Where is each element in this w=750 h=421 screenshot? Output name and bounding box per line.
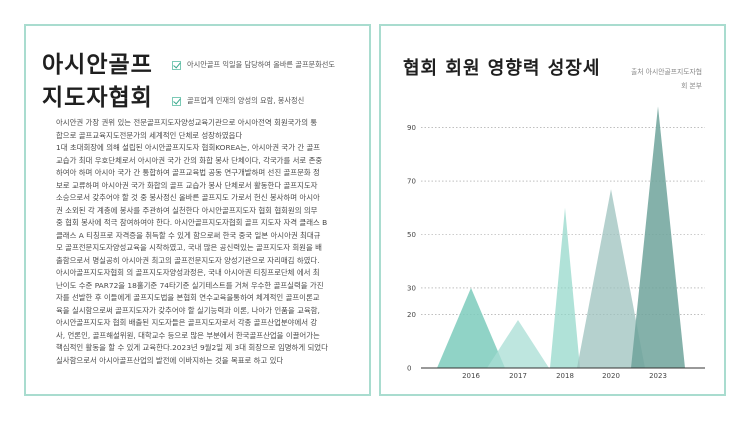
check-item-1: 아시안골프 익일을 담당하여 올바른 골프문화선도 [172,60,335,70]
check-icon [172,60,181,70]
paragraph-line: 자를 선발한 후 이들에게 골프지도법을 본협회 연수교육을통하여 체계적인 골… [56,293,320,302]
y-tick-label: 0 [407,365,411,373]
y-tick-label: 70 [407,178,416,186]
paragraph-line: 실사함으로서 아시아골프산업의 발전에 이바지하는 것을 목표로 하고 있다 [56,355,284,365]
paragraph-line: 사, 언론인, 골프해설위원, 대학교수 등으로 많은 부분에서 한국골프산업을… [56,330,320,340]
x-tick-label: 2017 [509,372,527,380]
organization-title: 아시안골프 지도자협회 [42,48,182,114]
x-tick-label: 2018 [556,372,574,380]
x-tick-label: 2020 [602,372,620,380]
peak-2018 [550,207,580,368]
paragraph-line: 권 소외된 각 계층에 봉사를 주관하여 실천한다 아시안골프지도자 협회 협회… [56,205,318,215]
y-tick-label: 20 [407,311,416,319]
paragraph-line: 하여아 하며 아시아 국가 간 통합하여 골프교육법 공동 연구개발하며 선진 … [56,168,320,177]
peak-2016 [437,287,505,368]
paragraph-line: 아시안권 가장 권위 있는 전문골프지도자양성교육기관으로 아시아전역 회원국가… [56,118,318,127]
y-tick-label: 50 [407,231,416,239]
intro-panel: 아시안골프 지도자협회 아시안골프 익일을 담당하여 올바른 골프문화선도 골프… [24,24,371,396]
paragraph-line: 육을 실시함으로써 골프지도자가 갖추어야 할 실기능력과 이론, 나아가 인품… [56,305,320,315]
x-tick-label: 2023 [649,372,667,380]
paragraph-line: 중 협회 봉사에 적극 참여하여야 한다. 아시안골프지도자협회 골프 지도자 … [56,218,328,227]
paragraph-line: 핵심적인 활동을 할 수 있게 교육한다.2023년 9월2일 제 3대 회장으… [56,343,328,352]
paragraph-line: 합으로 골프교육지도전문가의 세계적인 단체로 성장하였읍다 [56,130,243,140]
check-item-1-label: 아시안골프 익일을 담당하여 올바른 골프문화선도 [187,60,336,69]
chart-title: 협회 회원 영향력 성장세 [403,58,601,79]
paragraph-line: 난이도 수준 PAR72을 18홀기준 74타기준 실기테스트를 거쳐 우수한 … [56,280,324,290]
chart-panel: 협회 회원 영향력 성장세 출처 아시안골프지도자협 회 본부 0 20 30 50 7… [379,24,726,396]
peak-2023 [631,106,685,368]
growth-chart: 0 20 30 50 70 90 2016 2017 2018 2020 2023 [407,106,705,380]
paragraph-line: 소승으로서 갖추어야 할 것 중 봉사정신 올바른 골프지도 가로서 헌신 봉사… [56,193,320,202]
check-item-2: 골프업계 인재의 양성의 요람, 봉사정신 [172,96,304,106]
title-line-2: 지도자협회 [42,84,153,111]
paragraph-line: 모 골프전문지도자양성교육을 시작하였고, 국내 많은 공신력있는 골프지도자 … [56,243,322,252]
check-icon [172,96,181,106]
y-tick-label: 90 [407,124,416,132]
check-item-2-label: 골프업계 인재의 양성의 요람, 봉사정신 [187,96,305,105]
paragraph-line: 클래스 A 티칭프로 자격증을 취득할 수 있게 함으로써 한국 중국 일본 아… [56,230,321,240]
paragraph-line: 1대 초대회장에 의해 설립된 아시안골프지도자 협회KOREA는, 아시아권 … [56,143,321,152]
source-line-1: 출처 아시안골프지도자협 [631,68,702,76]
paragraph-line: 아시아골프지도자협회 의 골프지도자양성과정은, 국내 아시아권 티칭프로단체 … [56,268,320,277]
paragraph-line: 보로 교류하며 아시아권 국가 화합의 골프 교습가 봉사 단체로서 활동한다 … [56,180,318,190]
x-tick-label: 2016 [462,372,480,380]
paragraph-line: 교습가 최대 우호단체로서 아시아권 국가 간의 화합 봉사 단체이다, 각국가… [56,155,323,165]
y-tick-label: 30 [407,284,416,292]
peak-2020 [577,189,645,368]
source-line-2: 회 본부 [681,82,702,90]
paragraph-line: 출함으로서 명실공히 아시아권 최고의 골프전문지도자 양성기관으로 자리매김 … [56,255,320,265]
description-paragraph: 아시안권 가장 권위 있는 전문골프지도자양성교육기관으로 아시아전역 회원국가… [56,117,368,367]
chart-source: 출처 아시안골프지도자협 회 본부 [612,65,702,93]
paragraph-line: 아시안골프지도자 협회 배출된 지도자들은 골프지도자로서 각종 골프산업분야에… [56,318,318,327]
title-line-1: 아시안골프 [42,51,153,78]
peak-2017 [487,319,549,368]
